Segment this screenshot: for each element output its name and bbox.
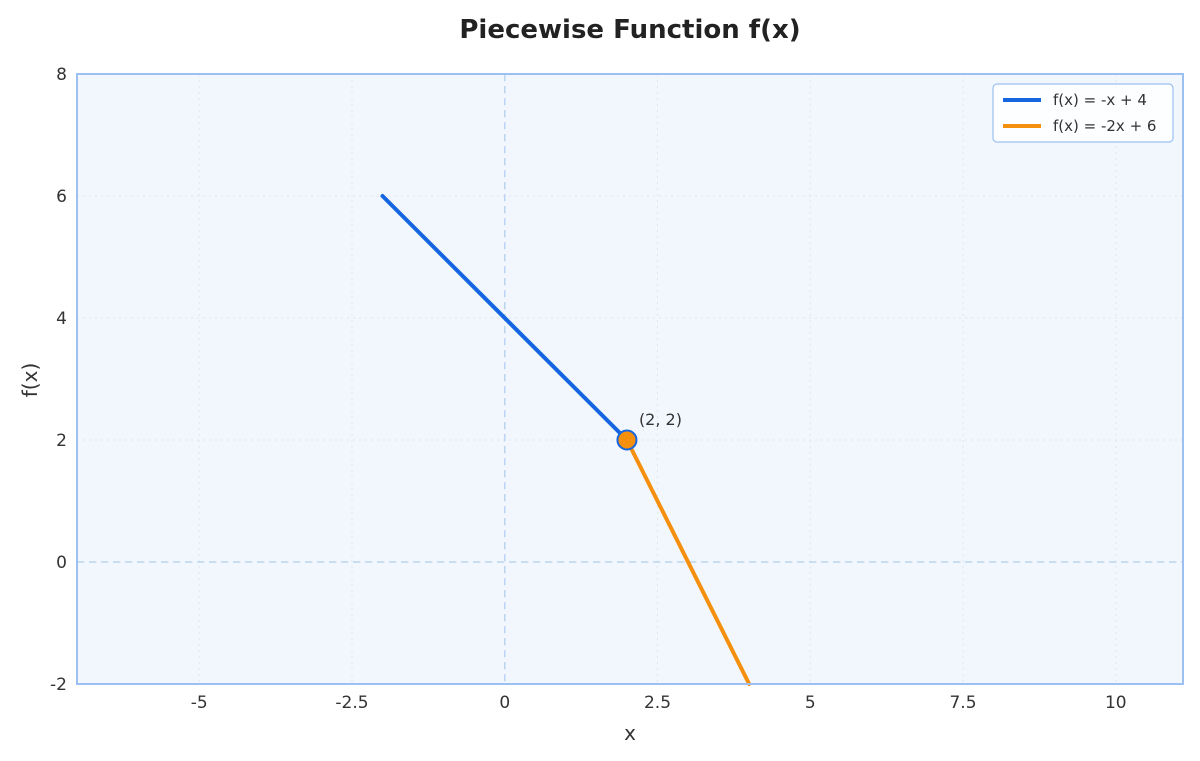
x-tick-label: 10 (1105, 693, 1127, 713)
legend-label-1: f(x) = -x + 4 (1053, 91, 1147, 109)
chart-title: Piecewise Function f(x) (459, 15, 800, 45)
y-tick-label: 0 (56, 553, 67, 573)
legend-label-2: f(x) = -2x + 6 (1053, 117, 1156, 135)
x-tick-label: -5 (191, 693, 208, 713)
x-tick-label: 0 (499, 693, 510, 713)
y-tick-label: -2 (50, 675, 67, 695)
x-tick-label: 7.5 (949, 693, 976, 713)
series-line-1 (380, 194, 629, 442)
point-annotation: (2, 2) (639, 410, 682, 429)
y-axis-label: f(x) (18, 363, 42, 397)
y-tick-label: 4 (56, 309, 67, 329)
reference-lines (77, 74, 1183, 684)
points-group: (2, 2) (616, 410, 682, 451)
x-axis-label: x (624, 721, 636, 745)
y-tick-label: 6 (56, 187, 67, 207)
plot-area (77, 74, 1183, 684)
y-axis-ticks: -2 0 2 4 6 8 (50, 65, 67, 695)
x-tick-label: 5 (805, 693, 816, 713)
junction-point (616, 429, 638, 451)
x-tick-label: -2.5 (335, 693, 368, 713)
x-tick-label: 2.5 (644, 693, 671, 713)
plot-frame (76, 73, 1184, 685)
legend: f(x) = -x + 4 f(x) = -2x + 6 (992, 83, 1174, 143)
x-axis-ticks: -5 -2.5 0 2.5 5 7.5 10 (191, 693, 1127, 713)
y-tick-label: 2 (56, 431, 67, 451)
y-tick-label: 8 (56, 65, 67, 85)
series-group (380, 194, 752, 686)
series-line-2 (624, 438, 752, 686)
